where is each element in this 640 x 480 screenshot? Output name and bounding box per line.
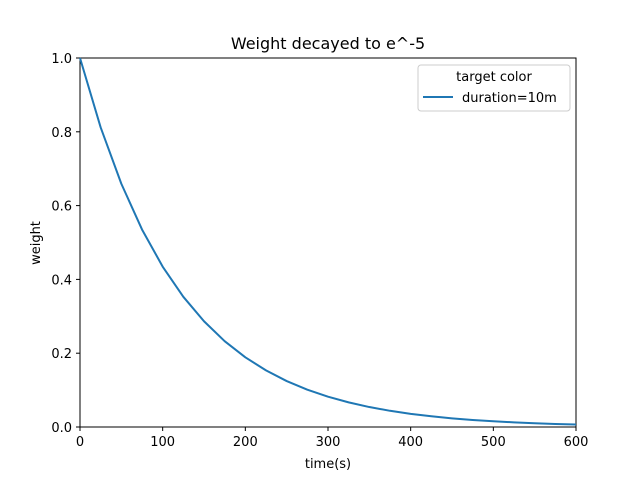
plot-area xyxy=(79,57,577,428)
chart-title: Weight decayed to e^-5 xyxy=(231,34,425,53)
x-tick-label: 100 xyxy=(150,435,175,450)
series-line xyxy=(79,57,577,426)
legend: target color duration=10m xyxy=(417,64,571,112)
y-tick-label: 1.0 xyxy=(51,52,72,67)
x-tick-label: 200 xyxy=(233,435,258,450)
x-axis: 0 100 200 300 400 500 600 xyxy=(76,427,589,450)
y-tick-label: 0.6 xyxy=(51,200,72,215)
legend-entry-label: duration=10m xyxy=(462,91,557,106)
x-tick-label: 0 xyxy=(76,435,84,450)
x-tick-label: 600 xyxy=(564,435,589,450)
plot-frame xyxy=(79,57,577,428)
y-axis: 0.0 0.2 0.4 0.6 0.8 1.0 xyxy=(51,52,80,436)
legend-box xyxy=(417,64,571,112)
x-axis-label: time(s) xyxy=(305,457,351,472)
y-tick-label: 0.0 xyxy=(51,421,72,436)
x-tick-label: 300 xyxy=(316,435,341,450)
y-tick-label: 0.4 xyxy=(51,273,72,288)
x-tick-label: 500 xyxy=(481,435,506,450)
x-tick-label: 400 xyxy=(398,435,423,450)
y-tick-label: 0.8 xyxy=(51,126,72,141)
legend-title: target color xyxy=(456,70,532,85)
series-layer xyxy=(79,57,577,426)
y-axis-label: weight xyxy=(29,221,44,265)
y-tick-label: 0.2 xyxy=(51,347,72,362)
